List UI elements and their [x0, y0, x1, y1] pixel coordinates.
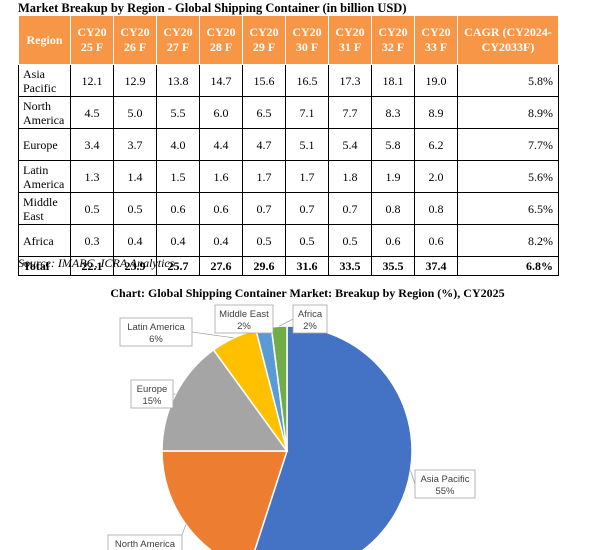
- pie-slice-asia-pacific: [254, 325, 413, 550]
- value-cell: 1.4: [113, 160, 157, 193]
- data-label-box: [292, 304, 328, 334]
- value-cell: 1.8: [328, 160, 372, 193]
- table-row: Latin America 1.3 1.4 1.5 1.6 1.7 1.7 1.8 1.9 2.0…: [18, 160, 559, 193]
- value-cell: 8.3: [371, 96, 415, 129]
- data-label-box: [414, 469, 476, 499]
- table-row: Africa 0.3 0.4 0.4 0.4 0.5 0.5 0.5 0.6 0.6 8.2%: [18, 224, 559, 257]
- market-table: Region CY20 25 F CY20 26 F CY20 27 F CY20 28…: [18, 15, 559, 276]
- value-cell: 1.7: [285, 160, 329, 193]
- value-cell: 18.1: [371, 64, 415, 97]
- value-cell: 2.0: [414, 160, 458, 193]
- slice-value-label: 15%: [142, 396, 162, 407]
- slice-label: Africa: [298, 309, 323, 320]
- data-label-box: [214, 304, 274, 334]
- value-cell: 25.7: [156, 256, 200, 276]
- header-4: CY20 28 F: [199, 15, 243, 65]
- value-cell: 6.5: [242, 96, 286, 129]
- value-cell: 5.8: [371, 128, 415, 161]
- leader-line: [278, 318, 294, 327]
- value-cell: 0.6: [371, 224, 415, 257]
- cagr-cell: 5.6%: [457, 160, 559, 193]
- slice-label: Europe: [137, 384, 168, 395]
- value-cell: 35.5: [371, 256, 415, 276]
- total-row: Total 22.1 23.9 25.7 27.6 29.6 31.6 33.5 35.5 37.…: [18, 256, 559, 276]
- header-9: CY20 33 F: [414, 15, 458, 65]
- value-cell: 3.7: [113, 128, 157, 161]
- value-cell: 4.0: [156, 128, 200, 161]
- table-row: Europe 3.4 3.7 4.0 4.4 4.7 5.1 5.4 5.8 6.2 7.7%: [18, 128, 559, 161]
- slice-label: Latin America: [127, 322, 185, 333]
- slice-label: North America: [115, 539, 176, 550]
- data-label-box: [130, 379, 174, 409]
- chart-title: Chart: Global Shipping Container Market:…: [110, 286, 505, 300]
- value-cell: 22.1: [70, 256, 114, 276]
- value-cell: 6.0: [199, 96, 243, 129]
- header-3: CY20 27 F: [156, 15, 200, 65]
- value-cell: 27.6: [199, 256, 243, 276]
- source-note: Source: IMARC, ICRA Analytics: [18, 256, 175, 270]
- region-cell: Asia Pacific: [18, 64, 71, 97]
- header-row: Region CY20 25 F CY20 26 F CY20 27 F CY20 28…: [18, 15, 559, 65]
- value-cell: 7.7: [328, 96, 372, 129]
- value-cell: 29.6: [242, 256, 286, 276]
- value-cell: 19.0: [414, 64, 458, 97]
- value-cell: 0.6: [414, 224, 458, 257]
- table-title: Market Breakup by Region - Global Shippi…: [18, 1, 407, 15]
- leader-line: [410, 470, 416, 485]
- header-2: CY20 26 F: [113, 15, 157, 65]
- value-cell: 4.5: [70, 96, 114, 129]
- value-cell: 0.7: [242, 192, 286, 225]
- data-label-box: [107, 534, 183, 550]
- slice-label: Middle East: [219, 309, 269, 320]
- value-cell: 0.5: [285, 224, 329, 257]
- header-1: CY20 25 F: [70, 15, 114, 65]
- value-cell: 0.4: [156, 224, 200, 257]
- header-6: CY20 30 F: [285, 15, 329, 65]
- cagr-cell: 6.5%: [457, 192, 559, 225]
- slice-value-label: 6%: [149, 334, 163, 345]
- leader-line: [181, 524, 187, 536]
- value-cell: 8.9: [414, 96, 458, 129]
- value-cell: 0.6: [199, 192, 243, 225]
- table-row: North America 4.5 5.0 5.5 6.0 6.5 7.1 7.7 8.3 8.9…: [18, 96, 559, 129]
- value-cell: 1.9: [371, 160, 415, 193]
- pie-slice-north-america: [161, 450, 289, 550]
- header-7: CY20 31 F: [328, 15, 372, 65]
- slice-value-label: 55%: [435, 486, 455, 497]
- table-row: Middle East 0.5 0.5 0.6 0.6 0.7 0.7 0.7 0.8 0.8 6.…: [18, 192, 559, 225]
- value-cell: 37.4: [414, 256, 458, 276]
- value-cell: 0.4: [199, 224, 243, 257]
- leader-line: [191, 331, 234, 339]
- cagr-cell: 6.8%: [457, 256, 559, 276]
- value-cell: 23.9: [113, 256, 157, 276]
- slice-label: Asia Pacific: [420, 474, 469, 485]
- slice-value-label: 2%: [303, 321, 317, 332]
- header-10: CAGR (CY2024- CY2033F): [457, 15, 559, 65]
- value-cell: 0.6: [156, 192, 200, 225]
- header-5: CY20 29 F: [242, 15, 286, 65]
- value-cell: 0.5: [113, 192, 157, 225]
- value-cell: 3.4: [70, 128, 114, 161]
- value-cell: 15.6: [242, 64, 286, 97]
- value-cell: 1.6: [199, 160, 243, 193]
- value-cell: 4.7: [242, 128, 286, 161]
- value-cell: 12.1: [70, 64, 114, 97]
- region-cell: Total: [18, 256, 71, 276]
- value-cell: 0.7: [285, 192, 329, 225]
- value-cell: 5.1: [285, 128, 329, 161]
- header-8: CY20 32 F: [371, 15, 415, 65]
- slice-value-label: 2%: [237, 321, 251, 332]
- pie-slice-europe: [161, 348, 289, 452]
- cagr-cell: 8.9%: [457, 96, 559, 129]
- value-cell: 16.5: [285, 64, 329, 97]
- data-label-box: [119, 317, 193, 347]
